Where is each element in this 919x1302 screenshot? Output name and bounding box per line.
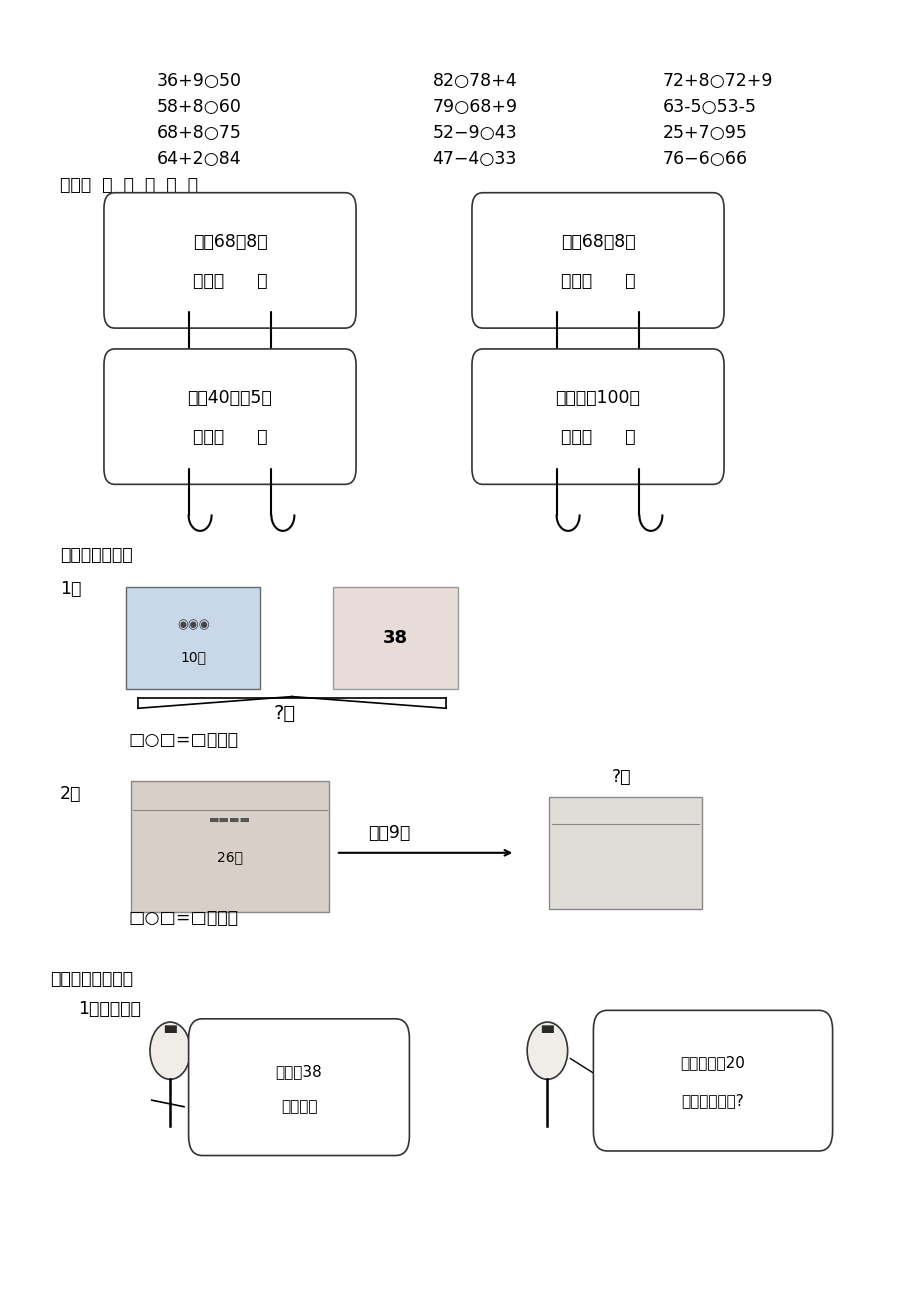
FancyBboxPatch shape bbox=[471, 193, 723, 328]
Text: 分给低年级20: 分给低年级20 bbox=[680, 1055, 744, 1070]
Text: 我是（      ）: 我是（ ） bbox=[561, 272, 634, 290]
Text: 我是（      ）: 我是（ ） bbox=[193, 428, 267, 447]
Text: 36+9○50: 36+9○50 bbox=[156, 72, 241, 90]
Text: 学校有38: 学校有38 bbox=[276, 1064, 322, 1079]
Text: 2、: 2、 bbox=[60, 785, 81, 803]
FancyBboxPatch shape bbox=[471, 349, 723, 484]
Text: ?个: ?个 bbox=[274, 704, 296, 723]
Text: 58+8○60: 58+8○60 bbox=[156, 98, 241, 116]
Text: 63-5○53-5: 63-5○53-5 bbox=[662, 98, 755, 116]
Text: ?颗: ?颗 bbox=[611, 768, 630, 786]
Text: 两个我是100，: 两个我是100， bbox=[555, 389, 640, 408]
Text: 1、: 1、 bbox=[60, 579, 81, 598]
Text: 64+2○84: 64+2○84 bbox=[156, 150, 241, 168]
Text: 10个: 10个 bbox=[180, 651, 206, 664]
Text: ▀: ▀ bbox=[165, 1025, 176, 1040]
Text: 25+7○95: 25+7○95 bbox=[662, 124, 746, 142]
Text: 79○68+9: 79○68+9 bbox=[432, 98, 517, 116]
Text: 个，还剩几个?: 个，还剩几个? bbox=[681, 1092, 743, 1108]
Text: 我比68少8，: 我比68少8， bbox=[560, 233, 635, 251]
FancyBboxPatch shape bbox=[593, 1010, 832, 1151]
Text: 我比68多8，: 我比68多8， bbox=[192, 233, 267, 251]
Text: 76−6○66: 76−6○66 bbox=[662, 150, 747, 168]
Text: 1、分足球。: 1、分足球。 bbox=[78, 1000, 141, 1018]
Text: 我是（      ）: 我是（ ） bbox=[193, 272, 267, 290]
Text: ▀: ▀ bbox=[541, 1025, 552, 1040]
FancyBboxPatch shape bbox=[104, 193, 356, 328]
FancyBboxPatch shape bbox=[130, 781, 329, 911]
Text: 六、看图列式。: 六、看图列式。 bbox=[60, 546, 132, 564]
Text: 47−4○33: 47−4○33 bbox=[432, 150, 516, 168]
Text: □○□=□（颗）: □○□=□（颗） bbox=[129, 909, 239, 927]
Text: 七、智力冲浪园。: 七、智力冲浪园。 bbox=[51, 970, 133, 988]
Text: 我是（      ）: 我是（ ） bbox=[561, 428, 634, 447]
Circle shape bbox=[527, 1022, 567, 1079]
Text: 五、猜  猜  我  是  谁  。: 五、猜 猜 我 是 谁 。 bbox=[60, 176, 198, 194]
Text: □○□=□（个）: □○□=□（个） bbox=[129, 730, 239, 749]
FancyBboxPatch shape bbox=[188, 1018, 409, 1156]
Circle shape bbox=[150, 1022, 190, 1079]
FancyBboxPatch shape bbox=[104, 349, 356, 484]
Text: ◉◉◉: ◉◉◉ bbox=[176, 618, 210, 631]
Text: 个足球。: 个足球。 bbox=[280, 1099, 317, 1115]
Text: 我和40相差5，: 我和40相差5， bbox=[187, 389, 272, 408]
Text: 26颗: 26颗 bbox=[217, 850, 243, 863]
Text: ▬▬▬▬: ▬▬▬▬ bbox=[209, 815, 251, 825]
Text: 38: 38 bbox=[382, 629, 408, 647]
FancyBboxPatch shape bbox=[333, 587, 458, 689]
Text: 68+8○75: 68+8○75 bbox=[156, 124, 241, 142]
Text: 52−9○43: 52−9○43 bbox=[432, 124, 516, 142]
Text: 72+8○72+9: 72+8○72+9 bbox=[662, 72, 772, 90]
FancyBboxPatch shape bbox=[126, 587, 260, 689]
FancyBboxPatch shape bbox=[549, 797, 701, 909]
Text: 吃了9颗: 吃了9颗 bbox=[368, 824, 410, 842]
Text: 82○78+4: 82○78+4 bbox=[432, 72, 516, 90]
